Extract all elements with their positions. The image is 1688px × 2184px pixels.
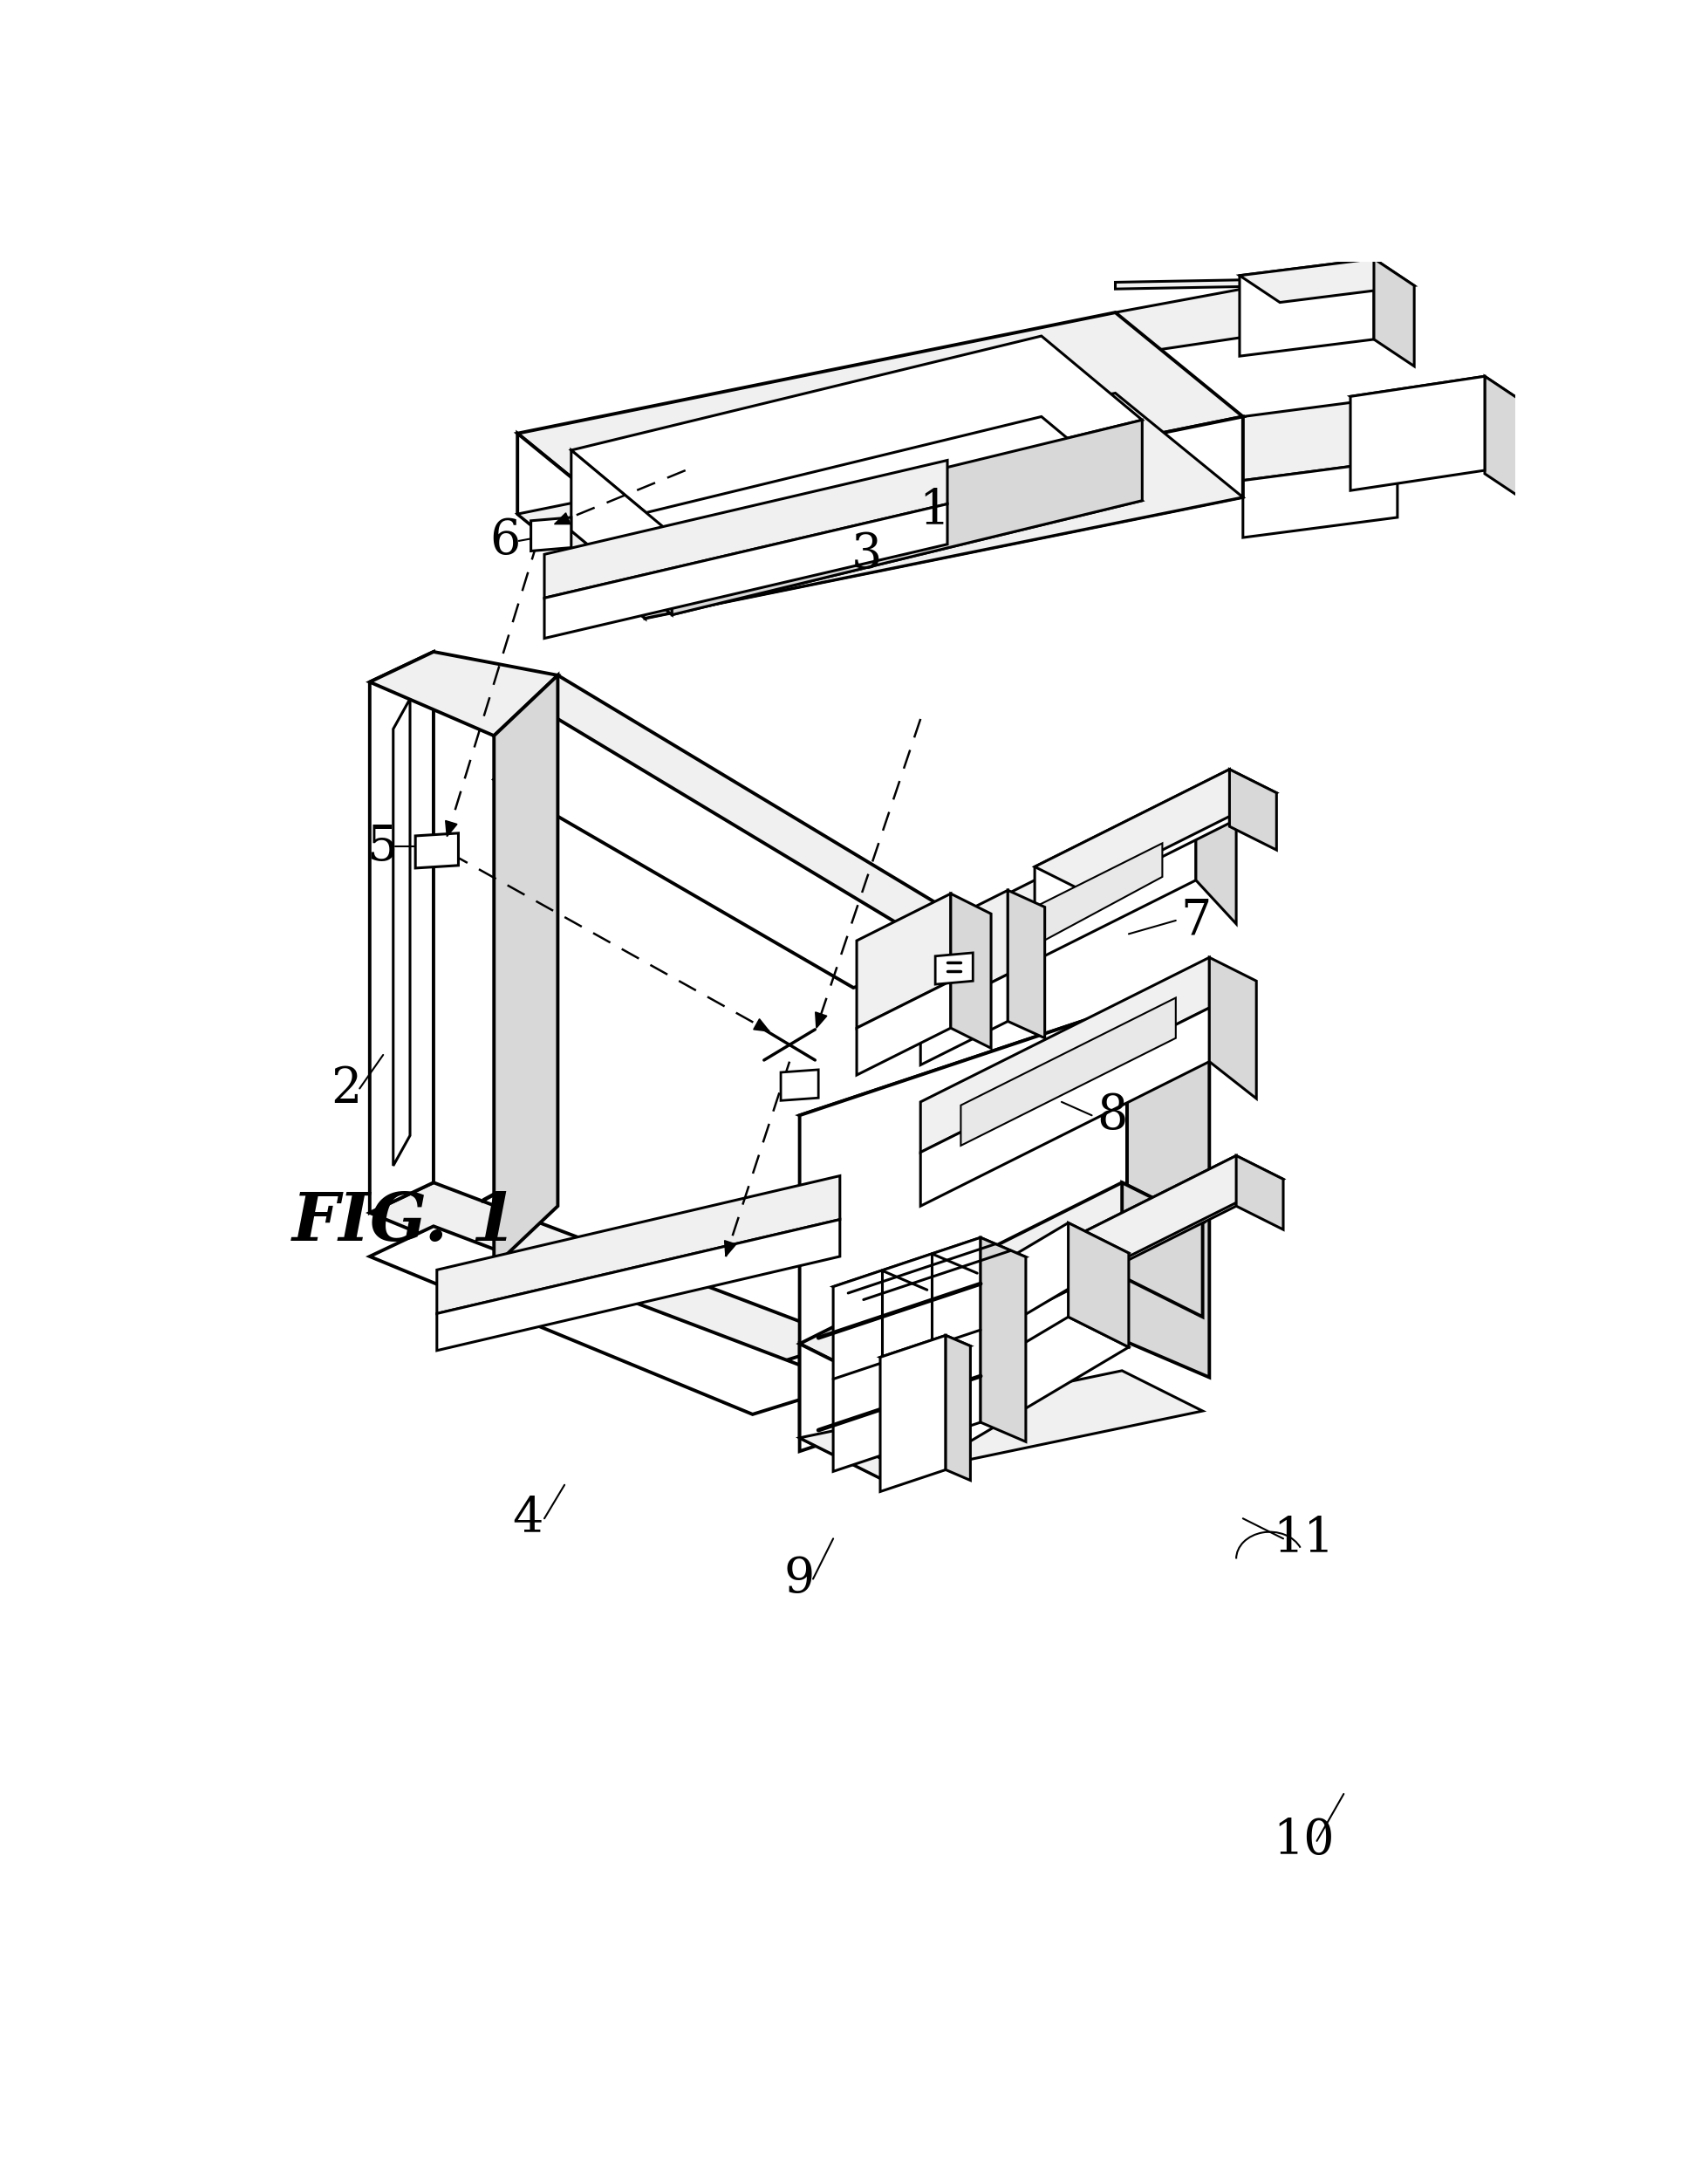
Polygon shape <box>1239 258 1415 301</box>
Polygon shape <box>920 1007 1209 1206</box>
Polygon shape <box>879 1334 945 1492</box>
Polygon shape <box>495 719 954 987</box>
Polygon shape <box>724 1241 736 1256</box>
Polygon shape <box>834 1238 1026 1306</box>
Text: 7: 7 <box>1180 898 1212 943</box>
Polygon shape <box>437 1175 841 1313</box>
Polygon shape <box>879 1334 971 1367</box>
Polygon shape <box>947 799 1195 961</box>
Polygon shape <box>920 957 1209 1153</box>
Polygon shape <box>1116 280 1296 288</box>
Polygon shape <box>544 505 947 638</box>
Polygon shape <box>1035 769 1229 919</box>
Polygon shape <box>800 1343 879 1479</box>
Polygon shape <box>987 843 1163 972</box>
Polygon shape <box>554 513 571 524</box>
Polygon shape <box>370 1225 851 1415</box>
Polygon shape <box>1350 376 1485 491</box>
Text: 11: 11 <box>1273 1516 1334 1562</box>
Polygon shape <box>1485 376 1524 500</box>
Polygon shape <box>782 1070 819 1101</box>
Polygon shape <box>1195 799 1236 924</box>
Text: 4: 4 <box>511 1494 544 1542</box>
Polygon shape <box>1069 1223 1129 1348</box>
Polygon shape <box>571 417 1143 616</box>
Polygon shape <box>1242 461 1398 537</box>
Polygon shape <box>935 952 972 985</box>
Text: 1: 1 <box>918 487 949 535</box>
Text: 3: 3 <box>851 531 883 579</box>
Polygon shape <box>1008 891 1045 1037</box>
Polygon shape <box>960 998 1177 1147</box>
Polygon shape <box>544 461 947 598</box>
Polygon shape <box>800 1007 1209 1151</box>
Polygon shape <box>947 836 1195 1005</box>
Polygon shape <box>370 1182 851 1372</box>
Text: 8: 8 <box>1097 1092 1128 1140</box>
Polygon shape <box>858 981 950 1075</box>
Polygon shape <box>437 1219 841 1350</box>
Polygon shape <box>1236 1155 1283 1230</box>
Polygon shape <box>645 417 1242 618</box>
Polygon shape <box>1035 769 1276 891</box>
Polygon shape <box>920 974 1008 1066</box>
Polygon shape <box>854 1350 913 1474</box>
Polygon shape <box>571 336 1143 535</box>
Polygon shape <box>1242 397 1398 480</box>
Polygon shape <box>370 651 434 1212</box>
Polygon shape <box>1123 1182 1202 1317</box>
Polygon shape <box>981 1238 1026 1441</box>
Polygon shape <box>532 518 571 550</box>
Text: 10: 10 <box>1273 1817 1334 1865</box>
Polygon shape <box>834 1238 981 1472</box>
Polygon shape <box>945 1334 971 1481</box>
Text: 9: 9 <box>785 1555 815 1603</box>
Text: FIG. 1: FIG. 1 <box>292 1190 518 1256</box>
Polygon shape <box>415 832 459 867</box>
Polygon shape <box>672 419 1143 616</box>
Polygon shape <box>370 651 557 736</box>
Text: 6: 6 <box>490 518 522 566</box>
Polygon shape <box>1128 1007 1209 1378</box>
Polygon shape <box>446 821 457 836</box>
Polygon shape <box>495 675 954 943</box>
Polygon shape <box>854 1317 1129 1474</box>
Polygon shape <box>1229 769 1276 850</box>
Polygon shape <box>800 1372 1202 1479</box>
Polygon shape <box>1350 376 1524 424</box>
Polygon shape <box>393 699 410 1166</box>
Polygon shape <box>571 450 672 616</box>
Polygon shape <box>518 312 1242 537</box>
Polygon shape <box>495 675 557 1267</box>
Polygon shape <box>920 891 1008 1018</box>
Polygon shape <box>518 393 1242 618</box>
Polygon shape <box>1374 258 1415 367</box>
Polygon shape <box>1239 258 1374 356</box>
Polygon shape <box>858 893 950 1029</box>
Polygon shape <box>815 1011 827 1029</box>
Polygon shape <box>1028 1155 1283 1284</box>
Polygon shape <box>1209 957 1256 1099</box>
Polygon shape <box>518 432 645 618</box>
Text: 5: 5 <box>366 823 397 871</box>
Polygon shape <box>800 1007 1128 1452</box>
Polygon shape <box>1116 280 1296 356</box>
Polygon shape <box>753 1020 770 1031</box>
Polygon shape <box>854 1223 1129 1380</box>
Polygon shape <box>1028 1155 1236 1310</box>
Polygon shape <box>950 893 991 1048</box>
Text: 2: 2 <box>331 1064 361 1112</box>
Polygon shape <box>800 1182 1202 1385</box>
